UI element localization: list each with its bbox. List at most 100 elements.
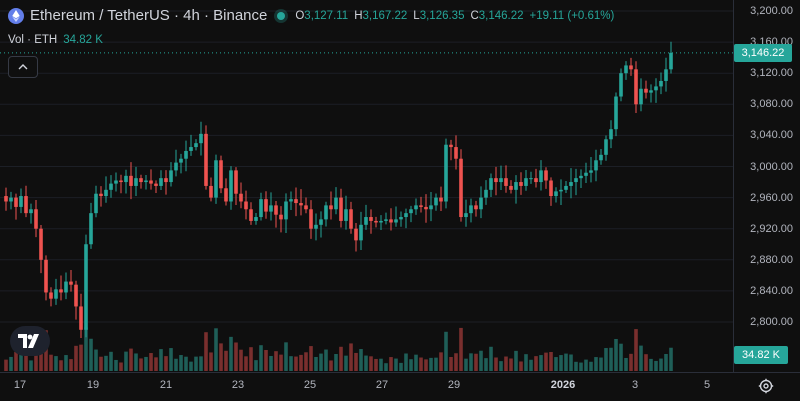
price-tick-label: 2,920.00 [750, 222, 793, 235]
volume-bar [434, 357, 438, 371]
candle-body [639, 88, 643, 105]
current-volume-badge: 34.82 K [734, 346, 788, 364]
candle-body [154, 183, 158, 186]
candle-body [194, 143, 198, 148]
price-axis[interactable]: 3,200.00 3,160.00 3,120.00 3,080.00 3,040.00… [733, 0, 800, 372]
candle-body [429, 205, 433, 210]
volume-bar [154, 357, 158, 371]
volume-bar [169, 348, 173, 371]
volume-bar [354, 352, 358, 371]
price-tick-label: 2,880.00 [750, 253, 793, 266]
candle-body [24, 196, 28, 214]
volume-bar [244, 356, 248, 371]
volume-bar [349, 343, 353, 371]
candlestick-chart[interactable] [0, 0, 733, 372]
candle-body [354, 228, 358, 241]
volume-bar [509, 358, 513, 371]
candle-body [454, 147, 458, 159]
candle-body [224, 188, 228, 202]
collapse-legend-button[interactable] [8, 56, 38, 78]
volume-bar [59, 360, 63, 371]
candle-body [629, 65, 633, 70]
candle-body [414, 205, 418, 210]
volume-bar [264, 350, 268, 371]
candle-body [34, 209, 38, 229]
candle-body [659, 80, 663, 87]
candle-body [289, 199, 293, 202]
candle-body [39, 228, 43, 260]
volume-bar [379, 358, 383, 371]
time-tick-label: 23 [231, 379, 245, 391]
volume-bar [394, 358, 398, 371]
candle-body [529, 178, 533, 180]
volume-bar [629, 353, 633, 371]
tradingview-logo[interactable] [10, 326, 50, 356]
volume-bar [144, 356, 148, 371]
volume-bar [654, 360, 658, 371]
candle-body [309, 209, 313, 229]
candle-body [274, 205, 278, 215]
candle-body [124, 175, 128, 183]
volume-bar [664, 353, 668, 371]
volume-bar [589, 361, 593, 371]
candle-body [384, 219, 388, 221]
volume-bar [209, 352, 213, 371]
volume-bar [429, 357, 433, 371]
candle-body [514, 182, 518, 190]
candle-body [29, 209, 33, 214]
volume-bar [404, 353, 408, 371]
candle-body [564, 185, 568, 190]
price-tick-label: 3,200.00 [750, 5, 793, 17]
price-tick-label: 2,800.00 [750, 316, 793, 328]
volume-bar [234, 342, 238, 371]
volume-bar [529, 359, 533, 371]
candle-body [604, 139, 608, 155]
candle-body [349, 209, 353, 229]
volume-bar [9, 356, 13, 371]
volume-bars [4, 327, 673, 371]
candle-body [544, 170, 548, 181]
time-axis[interactable]: 17 19 21 23 25 27 29 2026 3 5 [0, 372, 800, 401]
volume-label: Vol · ETH [8, 34, 58, 46]
volume-bar [559, 355, 563, 371]
symbol-title[interactable]: Ethereum / TetherUS · 4h · Binance [30, 7, 268, 24]
candle-body [184, 150, 188, 159]
candle-body [584, 172, 588, 176]
gear-icon[interactable] [758, 378, 774, 394]
volume-bar [304, 352, 308, 371]
candle-body [219, 160, 223, 189]
candle-body [469, 205, 473, 214]
volume-bar [579, 362, 583, 371]
volume-bar [314, 356, 318, 371]
volume-bar [109, 351, 113, 371]
volume-bar [369, 356, 373, 371]
time-tick-label: 3 [631, 379, 639, 391]
volume-bar [114, 359, 118, 371]
current-price-badge: 3,146.22 [734, 43, 792, 62]
candle-body [229, 170, 233, 202]
volume-bar [89, 338, 93, 371]
time-tick-label: 19 [86, 379, 100, 391]
price-tick-label: 2,840.00 [750, 284, 793, 297]
volume-bar [409, 359, 413, 371]
volume-bar [599, 357, 603, 371]
candle-body [264, 199, 268, 212]
candle-body [284, 201, 288, 220]
volume-bar [4, 359, 8, 371]
candle-body [379, 220, 383, 223]
candle-body [54, 289, 58, 299]
volume-bar [119, 362, 123, 371]
candle-body [669, 52, 673, 70]
candle-body [519, 182, 523, 186]
candle-body [149, 180, 153, 184]
candle-body [139, 178, 143, 183]
volume-bar [219, 343, 223, 371]
volume-bar [569, 354, 573, 371]
volume-bar [459, 327, 463, 371]
volume-bar [424, 359, 428, 371]
ohlc-key: L [413, 9, 420, 22]
candle-body [394, 219, 398, 223]
candle-body [524, 178, 528, 186]
ohlc-values: O3,127.11 H3,167.22 L3,126.35 C3,146.22 … [295, 10, 614, 22]
volume-bar [614, 338, 618, 371]
